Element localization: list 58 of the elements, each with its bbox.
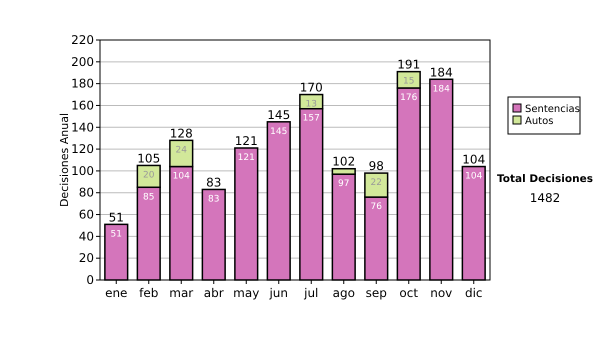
total-label: 98 [368,159,384,174]
text: Total Decisiones [497,173,593,185]
y-axis-title: Decisiones Anual [58,112,71,208]
x-tick-label: nov [430,286,452,300]
data-label: 51 [110,229,122,240]
x-tick-label: abr [204,286,224,300]
total-label: 105 [137,151,160,166]
x-tick-label: feb [139,286,158,300]
x-tick-label: sep [366,286,387,300]
legend-label: Sentencias [525,104,580,115]
total-label: 121 [234,134,258,148]
total-label: 51 [108,210,124,224]
data-label: 121 [238,153,255,163]
x-tick-label: oct [399,286,418,300]
y-tick-label: 180 [71,76,94,91]
y-tick-label: 0 [86,273,94,287]
total-label: 145 [267,108,290,122]
data-label: 157 [302,114,320,124]
total-label: 191 [397,58,420,72]
data-label: 22 [370,178,382,188]
x-tick-label: ene [105,286,128,300]
total-label: 128 [170,126,193,140]
y-tick-label: 120 [71,142,94,156]
x-tick-label: jun [268,286,288,300]
data-label: 83 [208,194,220,204]
y-tick-label: 140 [71,120,94,134]
data-label: 24 [176,145,188,156]
y-tick-label: 200 [71,54,94,69]
total-label: 184 [430,65,453,80]
y-tick-label: 100 [71,164,94,178]
y-tick-label: 220 [71,33,94,47]
data-label: 184 [432,84,450,94]
data-label: 97 [338,179,350,190]
data-label: 76 [370,202,382,212]
legend-label: Autos [525,116,554,127]
y-tick-label: 40 [78,229,94,244]
total-label: 83 [206,175,222,190]
total-label: 104 [462,152,486,167]
data-label: 104 [172,172,190,182]
x-tick-label: dic [464,286,483,300]
data-label: 13 [306,100,317,110]
y-tick-label: 80 [78,186,94,200]
y-tick-label: 20 [78,251,94,266]
y-tick-label: 160 [71,98,94,112]
data-label: 104 [465,172,483,182]
data-label: 145 [270,126,288,137]
total-label: 170 [300,80,323,95]
data-label: 176 [400,93,418,103]
x-tick-label: ago [332,286,355,300]
x-tick-label: jul [303,286,318,300]
data-label: 85 [143,192,154,202]
y-tick-label: 60 [78,208,94,222]
total-label: 102 [332,154,356,169]
text: 1482 [530,191,560,205]
data-label: 20 [143,170,155,180]
x-tick-label: mar [169,286,194,300]
data-label: 15 [403,76,414,87]
x-tick-label: may [233,286,260,300]
